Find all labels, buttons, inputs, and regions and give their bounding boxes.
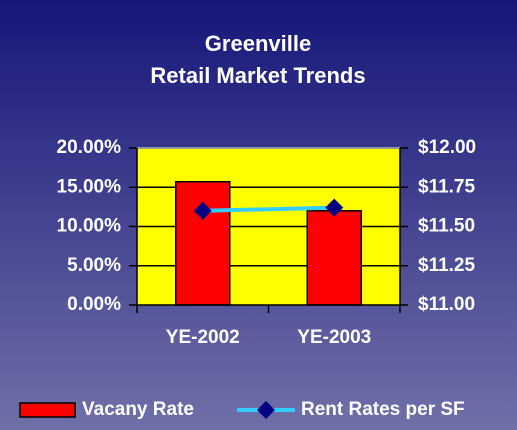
legend-label: Vacany Rate: [82, 399, 194, 420]
chart-subtitle: Retail Market Trends: [150, 63, 365, 88]
legend-swatch: [19, 402, 76, 418]
chart-title: Greenville: [205, 31, 311, 56]
bar: [306, 210, 362, 306]
y2-tick-label: $11.00: [418, 294, 475, 315]
marker: [325, 198, 344, 217]
y-tick-label: 0.00%: [67, 294, 121, 315]
y2-tick-label: $11.75: [418, 176, 475, 197]
y2-tick-label: $11.25: [418, 255, 475, 276]
y-tick-label: 10.00%: [57, 216, 122, 237]
marker: [193, 201, 212, 220]
y-tick-label: 15.00%: [57, 176, 122, 197]
y-tick-label: 20.00%: [57, 137, 122, 158]
y2-tick-label: $11.50: [418, 216, 475, 237]
bar: [175, 181, 231, 306]
chart-layer: [137, 181, 400, 306]
line: [202, 205, 335, 213]
legend-marker: [257, 401, 275, 419]
legend-label: Rent Rates per SF: [301, 399, 465, 420]
y2-tick-label: $12.00: [418, 137, 476, 158]
y-tick-label: 5.00%: [67, 255, 121, 276]
x-tick-label: YE-2002: [166, 327, 240, 348]
x-tick-label: YE-2003: [297, 327, 371, 348]
